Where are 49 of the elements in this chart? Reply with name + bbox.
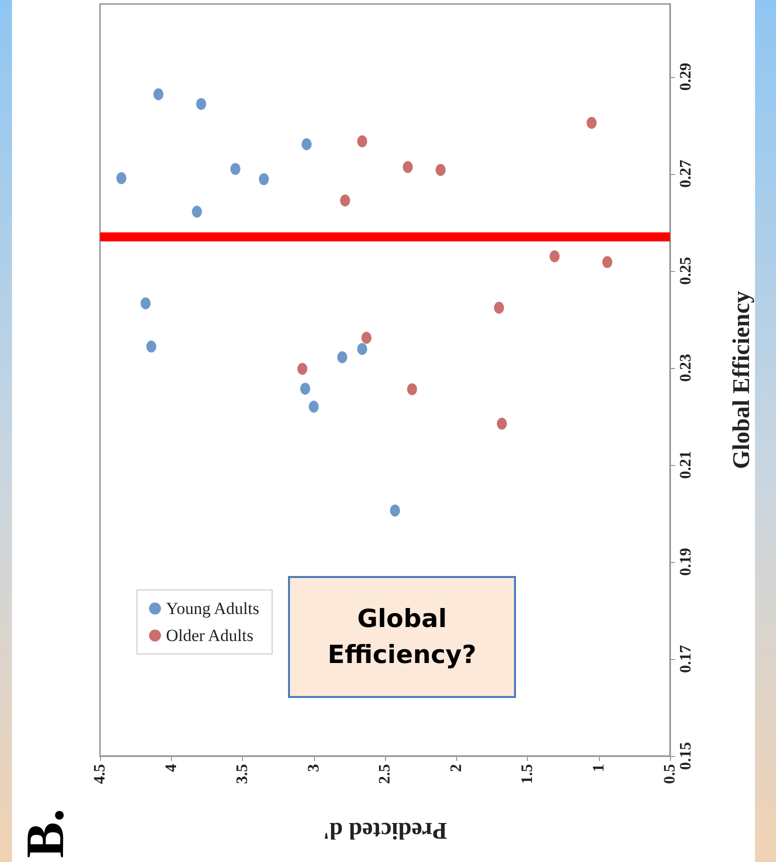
legend-label: Older Adults bbox=[166, 626, 254, 645]
point bbox=[302, 138, 312, 150]
y-axis-title: Global Efficiency bbox=[729, 291, 755, 469]
x-tick-label: 1.5 bbox=[519, 764, 536, 784]
point bbox=[153, 88, 164, 100]
annotation: Global Efficiency? bbox=[288, 576, 516, 698]
point bbox=[192, 206, 202, 218]
point bbox=[308, 400, 319, 413]
point bbox=[140, 297, 151, 310]
point bbox=[300, 382, 310, 395]
y-tick-label: 0.19 bbox=[678, 548, 694, 576]
x-tick-label: 3.5 bbox=[234, 764, 251, 784]
point bbox=[407, 383, 418, 396]
point bbox=[357, 135, 368, 148]
point bbox=[297, 362, 308, 375]
point bbox=[258, 173, 269, 186]
point bbox=[402, 161, 413, 174]
y-tick-label: 0.25 bbox=[678, 256, 694, 285]
x-tick-label: 3 bbox=[305, 764, 322, 772]
y-tick-label: 0.27 bbox=[678, 160, 694, 188]
point bbox=[230, 162, 240, 175]
point bbox=[550, 250, 560, 262]
x-tick-label: 4.5 bbox=[92, 764, 108, 784]
point bbox=[146, 340, 156, 353]
point bbox=[116, 172, 126, 184]
y-tick-label: 0.23 bbox=[678, 354, 694, 382]
y-tick-label: 0.21 bbox=[678, 450, 694, 479]
point bbox=[196, 98, 206, 110]
point bbox=[494, 302, 504, 314]
x-tick-label: 2 bbox=[448, 764, 465, 772]
point bbox=[337, 351, 348, 364]
text: B. bbox=[15, 808, 75, 858]
x-axis-title: Predicted d' bbox=[322, 817, 448, 843]
y-tick-label: 0.15 bbox=[678, 742, 694, 770]
y-tick-label: 0.29 bbox=[678, 62, 694, 91]
point bbox=[340, 194, 350, 206]
point bbox=[586, 116, 597, 129]
point bbox=[390, 504, 400, 517]
y-tick-label: 0.17 bbox=[678, 644, 694, 673]
point bbox=[496, 418, 507, 430]
point bbox=[357, 342, 368, 355]
x-tick-label: 2.5 bbox=[376, 764, 394, 784]
legend-label: Young Adults bbox=[166, 599, 260, 618]
x-tick-label: 0.5 bbox=[662, 764, 678, 784]
x-tick-label: 4 bbox=[162, 764, 180, 772]
point bbox=[602, 256, 612, 268]
x-tick-label: 1 bbox=[590, 764, 608, 772]
point bbox=[361, 332, 372, 344]
point bbox=[436, 164, 446, 176]
